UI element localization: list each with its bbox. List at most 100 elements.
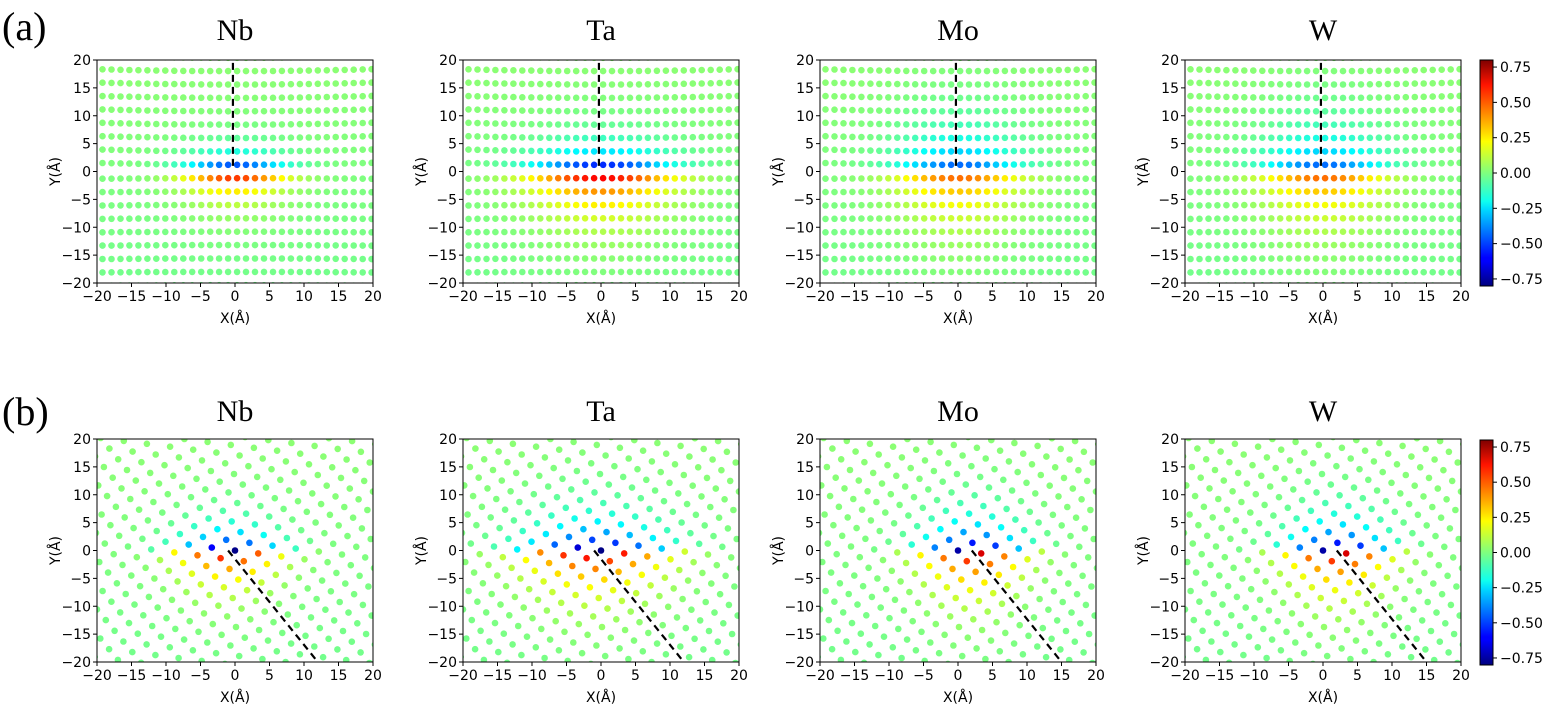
atom-point — [1196, 188, 1203, 196]
colorbar-tick-label: 0.25 — [1500, 510, 1531, 526]
atom-point — [813, 146, 820, 153]
x-axis-label: X(Å) — [1308, 689, 1338, 706]
atom-point — [1379, 468, 1386, 476]
atom-point — [833, 550, 840, 558]
atom-point — [543, 607, 551, 614]
panel-a-ta: Ta−20 −15 −10 −5 0 5 10 15 20−20−15−10−505101520… — [413, 14, 748, 327]
atom-point — [215, 94, 223, 102]
atom-point — [1357, 255, 1365, 262]
atom-point — [474, 215, 481, 223]
atom-point — [350, 590, 358, 598]
atom-point — [1339, 521, 1347, 528]
atom-point — [99, 255, 106, 263]
atom-point — [1269, 439, 1276, 443]
atom-point — [938, 188, 946, 195]
atom-point — [698, 215, 705, 222]
atom-point — [180, 215, 187, 222]
atom-point — [1010, 268, 1018, 276]
atom-point — [492, 160, 499, 167]
atom-point — [813, 159, 820, 166]
atom-point — [554, 188, 562, 195]
atom-point — [135, 228, 142, 236]
atom-point — [911, 215, 919, 222]
atom-point — [188, 241, 196, 249]
atom-point — [1028, 461, 1036, 468]
atom-point — [1303, 228, 1311, 235]
atom-point — [1341, 473, 1349, 481]
atom-point — [341, 133, 349, 141]
atom-point — [1357, 148, 1365, 155]
atom-point — [532, 644, 540, 651]
atom-point — [1333, 462, 1340, 470]
atom-point — [332, 268, 340, 276]
atom-point — [1055, 215, 1062, 222]
atom-point — [1082, 66, 1089, 73]
atom-point — [546, 134, 553, 142]
atom-point — [1241, 160, 1248, 168]
atom-point — [1349, 608, 1356, 615]
atom-point — [359, 601, 367, 609]
atom-point — [984, 608, 991, 615]
atom-point — [908, 541, 915, 548]
atom-point — [99, 175, 106, 182]
atom-point — [1228, 612, 1235, 619]
atom-point — [332, 160, 340, 167]
atom-point — [689, 482, 696, 490]
atom-point — [341, 268, 349, 276]
atom-point — [988, 513, 996, 520]
atom-point — [137, 659, 145, 662]
atom-point — [1330, 108, 1338, 115]
atom-point — [133, 553, 141, 561]
atom-point — [1366, 188, 1374, 195]
atom-point — [1456, 146, 1461, 153]
atom-point — [108, 119, 115, 127]
atom-point — [278, 215, 286, 222]
atom-point — [1393, 268, 1401, 276]
atom-point — [224, 81, 232, 88]
x-tick-label: 15 — [330, 668, 348, 684]
y-tick-label: 5 — [82, 137, 91, 153]
atom-point — [920, 81, 928, 88]
atom-point — [305, 188, 313, 195]
atom-point — [1294, 215, 1302, 222]
atom-point — [334, 646, 341, 653]
atom-point — [876, 228, 883, 236]
atom-point — [278, 147, 286, 155]
atom-point — [162, 120, 169, 128]
atom-point — [1005, 658, 1012, 662]
atom-point — [506, 612, 513, 619]
atom-point — [352, 466, 359, 474]
atom-point — [1091, 188, 1096, 196]
panels: Nb−20 −15 −10 −5 0 5 10 15 20−20−15−10−505101520… — [47, 14, 1470, 706]
atom-point — [1055, 53, 1062, 60]
atom-point — [341, 188, 349, 196]
atom-point — [876, 242, 883, 249]
atom-point — [1223, 255, 1230, 263]
atom-point — [296, 175, 304, 182]
atom-point — [1357, 121, 1365, 128]
atom-point — [1192, 569, 1200, 576]
atom-point — [1326, 605, 1333, 612]
atom-point — [554, 268, 562, 276]
atom-point — [305, 147, 313, 155]
atom-point — [1259, 161, 1266, 168]
atom-point — [1250, 134, 1257, 141]
atom-point — [97, 558, 103, 566]
atom-point — [956, 148, 964, 155]
atom-point — [591, 489, 598, 496]
atom-point — [108, 146, 115, 154]
atom-point — [626, 531, 633, 539]
atom-point — [1411, 242, 1419, 249]
atom-point — [911, 121, 919, 128]
atom-point — [1438, 146, 1445, 154]
atom-point — [1019, 651, 1027, 658]
atom-point — [1357, 228, 1365, 236]
atom-point — [983, 174, 991, 182]
atom-point — [965, 268, 973, 276]
atom-point — [823, 463, 831, 471]
atom-point — [709, 456, 716, 463]
atom-point — [122, 590, 129, 598]
atom-point — [563, 161, 571, 168]
atom-point — [465, 66, 472, 73]
atom-point — [135, 242, 142, 249]
